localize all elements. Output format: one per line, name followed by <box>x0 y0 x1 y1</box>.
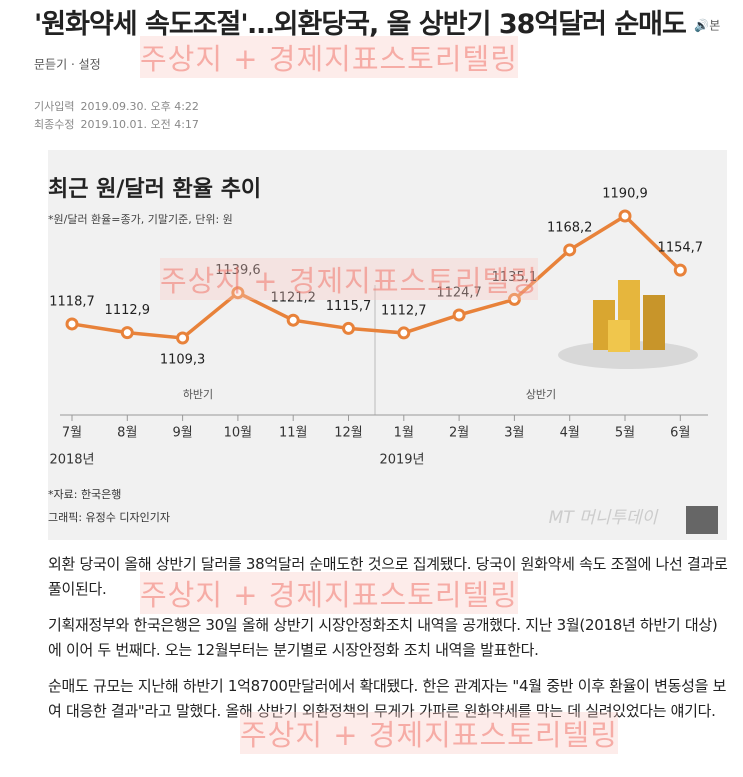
point <box>397 326 411 340</box>
value-label: 1109,3 <box>160 353 206 368</box>
x-tick-label: 1월 <box>394 426 414 441</box>
paragraph: 기획재정부와 한국은행은 30일 올해 상반기 시장안정화조치 내역을 공개했다… <box>48 616 718 659</box>
published: 기사입력 2019.09.30. 오후 4:22 <box>34 98 199 116</box>
value-label: 1115,7 <box>326 299 372 314</box>
point <box>452 308 466 322</box>
year-label: 2019년 <box>379 453 424 468</box>
coins <box>558 280 698 369</box>
value-label: 1118,7 <box>49 294 95 309</box>
value-label: 1168,2 <box>547 220 593 235</box>
point <box>231 286 245 300</box>
line <box>71 213 682 340</box>
x-tick-label: 11월 <box>279 426 308 441</box>
settings-button[interactable]: 설정 <box>78 57 101 71</box>
modified: 최종수정 2019.10.01. 오전 4:17 <box>34 116 199 134</box>
x-tick-label: 4월 <box>560 426 580 441</box>
period-label: 하반기 <box>183 387 213 401</box>
x-tick-label: 5월 <box>615 426 635 441</box>
listen-button[interactable]: 본문듣기 <box>34 18 721 72</box>
headline-text: '원화약세 속도조절'…외환당국, 올 상반기 38억달러 순매도 <box>34 9 687 40</box>
credit: 그래픽: 유정수 디자인기자 <box>48 511 170 524</box>
year-label: 2018년 <box>49 453 94 468</box>
x-tick-label: 12월 <box>334 426 363 441</box>
point <box>65 317 79 331</box>
value-label: 1135,1 <box>492 270 538 285</box>
point <box>342 321 355 335</box>
point <box>286 313 300 327</box>
point <box>673 263 687 277</box>
headline: '원화약세 속도조절'…외환당국, 올 상반기 38억달러 순매도 🔊본문듣기 … <box>34 6 724 83</box>
x-tick-label: 7월 <box>62 426 82 441</box>
value-label: 1124,7 <box>436 285 482 300</box>
logo: MT 머니투데이 <box>549 508 659 528</box>
value-label: 1121,2 <box>270 291 316 306</box>
meta-value: 2019.09.30. 오후 4:22 <box>80 100 199 113</box>
x-tick-label: 9월 <box>172 426 192 441</box>
value-label: 1112,9 <box>105 303 151 318</box>
x-tick-label: 6월 <box>670 426 690 441</box>
value-label: 1190,9 <box>602 187 648 202</box>
point <box>507 292 521 306</box>
source: *자료: 한국은행 <box>48 488 121 501</box>
x-tick-label: 8월 <box>117 426 137 441</box>
zoom-button[interactable] <box>686 506 718 534</box>
tools: 🔊본문듣기 · 설정 <box>34 18 721 72</box>
point <box>176 331 190 345</box>
period-label: 상반기 <box>526 388 556 401</box>
point <box>563 243 577 257</box>
paragraph: 순매도 규모는 지난해 하반기 1억8700만달러에서 확대됐다. 한은 관계자… <box>48 677 727 720</box>
value-label: 1139,6 <box>215 263 261 278</box>
x-tick-label: 3월 <box>504 426 524 441</box>
value-label: 1112,7 <box>381 303 427 318</box>
x-tick-label: 10월 <box>224 426 253 441</box>
meta: 기사입력 2019.09.30. 오후 4:22 최종수정 2019.10.01. … <box>34 98 199 134</box>
chart-title: 최근 원/달러 환율 추이 <box>48 177 261 202</box>
value-label: 1154,7 <box>658 241 704 256</box>
paragraph: 외환 당국이 올해 상반기 달러를 38억달러 순매도한 것으로 집계됐다. 당… <box>48 555 728 598</box>
chart-subtitle: *원/달러 환율=종가, 기말기준, 단위: 원 <box>48 213 233 226</box>
x-tick-label: 2월 <box>449 426 469 441</box>
point <box>120 326 134 340</box>
meta-label: 최종수정 <box>34 118 75 131</box>
meta-label: 기사입력 <box>34 100 75 113</box>
article-body: 외환 당국이 올해 상반기 달러를 38억달러 순매도한 것으로 집계됐다. 당… <box>48 552 728 735</box>
chart: 최근 원/달러 환율 추이 *원/달러 환율=종가, 기말기준, 단위: 원 하… <box>48 150 727 540</box>
meta-value: 2019.10.01. 오전 4:17 <box>80 118 199 131</box>
point <box>618 209 632 223</box>
